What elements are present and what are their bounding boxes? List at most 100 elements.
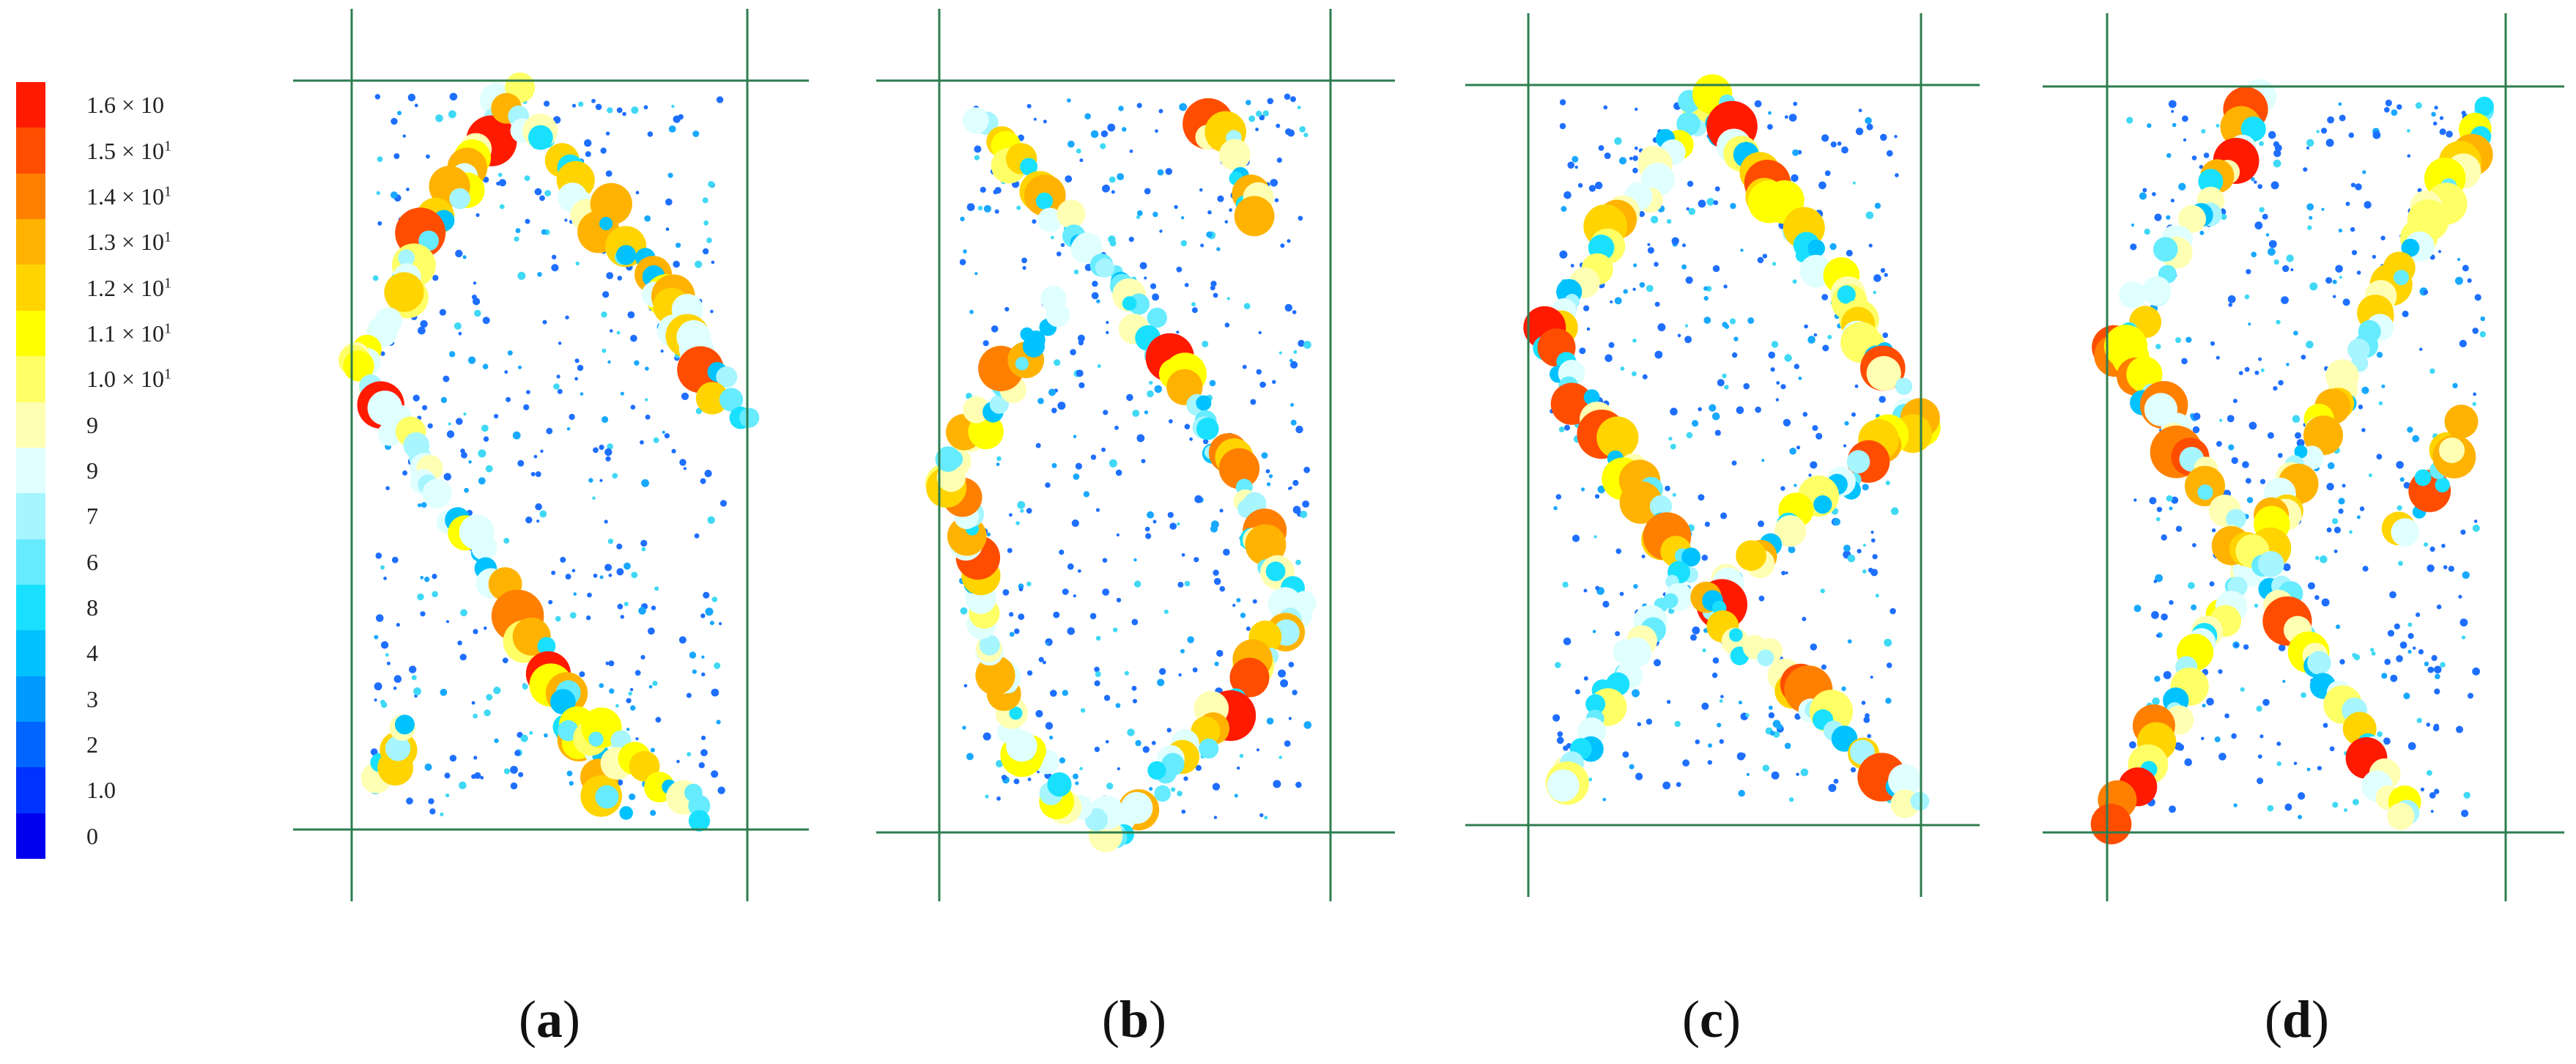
particle-dot (1276, 158, 1282, 163)
particle-dot (2427, 769, 2432, 776)
particle-dot (1692, 626, 1700, 635)
particle-dot (1677, 333, 1681, 338)
particle-dot (1155, 129, 1158, 133)
particle-dot (1303, 466, 1311, 473)
particle-dot (2362, 566, 2369, 572)
particle-dot (552, 254, 557, 259)
particle-dot (2290, 268, 2294, 272)
particle-dot (2361, 386, 2369, 394)
particle-dot (700, 749, 708, 757)
particle-dot (2270, 181, 2279, 190)
particle-dot (1654, 262, 1659, 267)
particle-dot (1733, 336, 1739, 341)
particle-dot (1684, 336, 1692, 344)
particle-dot (1302, 500, 1310, 508)
particle-dot (1080, 708, 1086, 713)
particle-dot (651, 605, 656, 610)
particle-dot (1852, 181, 1856, 185)
particle-dot (1051, 462, 1057, 468)
particle-dot (517, 271, 526, 280)
particle-dot (2254, 180, 2257, 184)
particle-dot (695, 407, 703, 415)
particle-band (944, 450, 963, 468)
particle-dot (2351, 250, 2358, 256)
particle-dot (2183, 138, 2187, 142)
particle-dot (1109, 176, 1116, 183)
particle-dot (1865, 117, 1872, 125)
particle-dot (1290, 419, 1297, 426)
particle-dot (420, 611, 426, 617)
particle-dot (1671, 237, 1679, 245)
particle-dot (1278, 755, 1282, 759)
particle-dot (1181, 553, 1185, 557)
particle-dot (2430, 810, 2434, 813)
particle-dot (595, 103, 602, 111)
particle-band (1218, 138, 1251, 171)
particle-dot (534, 188, 542, 196)
particle-dot (1020, 509, 1024, 513)
colorbar-tick-label: 1.2 × 101 (86, 274, 172, 301)
particle-dot (616, 543, 623, 550)
particle-dot (2273, 149, 2281, 158)
particle-dot (1272, 380, 1276, 384)
particle-dot (2344, 808, 2347, 812)
particle-dot (1147, 390, 1154, 398)
particle-dot (1807, 336, 1816, 344)
particle-dot (1103, 410, 1109, 415)
particle-dot (1135, 739, 1141, 747)
particle-dot (1698, 407, 1702, 412)
particle-dot (1103, 695, 1111, 701)
particle-dot (486, 694, 493, 701)
particle-dot (608, 660, 615, 667)
particle-dot (628, 691, 632, 696)
particle-dot (1095, 508, 1100, 512)
particle-dot (1552, 714, 1561, 722)
particle-dot (1709, 404, 1717, 412)
particle-dot (1822, 344, 1829, 352)
particle-dot (1113, 627, 1118, 632)
particle-dot (571, 103, 577, 108)
particle-dot (414, 103, 418, 108)
particle-dot (1736, 406, 1744, 415)
particle-dot (2448, 566, 2454, 572)
particle-dot (1597, 485, 1606, 494)
particle-dot (2168, 100, 2177, 108)
particle-band (1681, 547, 1701, 567)
particle-dot (1886, 149, 1893, 157)
particle-dot (1707, 760, 1712, 765)
particle-dot (701, 735, 706, 741)
particle-dot (1657, 323, 1666, 332)
particle-dot (2326, 482, 2334, 491)
particle-dot (2407, 622, 2413, 627)
particle-dot (1647, 243, 1651, 246)
particle-dot (541, 229, 547, 235)
particle-dot (1723, 284, 1728, 289)
particle-dot (1266, 482, 1271, 487)
particle-dot (1021, 257, 1027, 264)
particle-dot (526, 390, 530, 394)
particle-dot (402, 470, 408, 476)
particle-dot (1890, 607, 1896, 615)
particle-dot (1280, 679, 1289, 687)
particle-dot (2228, 303, 2232, 307)
particle-dot (1772, 262, 1777, 266)
particle-dot (1738, 701, 1742, 705)
particle-dot (2292, 415, 2301, 423)
particle-dot (1844, 421, 1849, 426)
particle-dot (617, 603, 623, 610)
particle-dot (537, 272, 542, 277)
particle-dot (1681, 264, 1687, 270)
particle-dot (2306, 138, 2314, 147)
particle-band (1095, 258, 1114, 278)
particle-band (528, 125, 553, 150)
particle-dot (1076, 148, 1081, 154)
particle-dot (1045, 642, 1049, 646)
particle-dot (1262, 110, 1270, 117)
particle-band (1245, 524, 1287, 566)
particle-band (1199, 738, 1219, 759)
particle-dot (631, 106, 639, 114)
particle-dot (1181, 809, 1186, 814)
particle-dot (2211, 528, 2216, 533)
particle-dot (407, 93, 416, 102)
particle-dot (692, 130, 700, 138)
